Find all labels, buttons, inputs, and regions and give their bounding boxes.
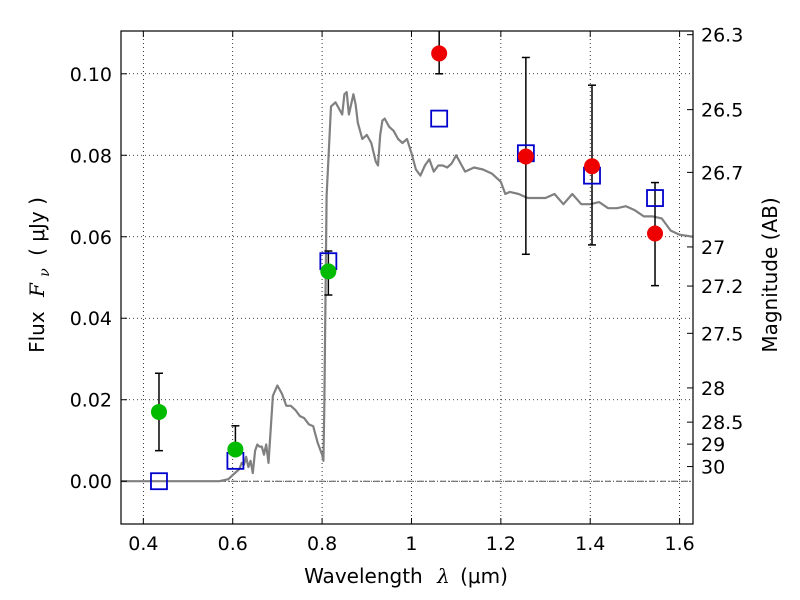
right-tick-label: 27 [701, 237, 725, 259]
model-photometry-square [430, 109, 449, 128]
x-axis-label: Wavelength λ (μm) [304, 564, 508, 588]
x-tick-label: 0.8 [307, 533, 337, 555]
right-tick-label: 28.5 [701, 412, 743, 434]
x-tick-label: 1.2 [486, 533, 516, 555]
y-tick-label: 0.08 [70, 145, 112, 167]
right-tick-label: 28 [701, 378, 725, 400]
right-axis-label: Magnitude (AB) [758, 197, 782, 352]
model-photometry-square [150, 472, 168, 491]
optical-detection-point [227, 441, 244, 458]
x-tick-label: 1.6 [664, 533, 694, 555]
right-tick-label: 27.5 [701, 323, 743, 345]
right-tick-label: 29 [701, 434, 725, 456]
x-tick-label: 0.6 [218, 533, 248, 555]
right-tick-label: 26.3 [701, 25, 743, 47]
optical-detection-point [150, 403, 167, 420]
y-tick-label: 0.02 [70, 390, 112, 412]
model-photometry-square [646, 189, 664, 207]
ir-detection-point [647, 225, 664, 242]
x-tick-label: 1.4 [575, 533, 605, 555]
x-tick-label: 1 [405, 533, 417, 555]
y-tick-label: 0.00 [70, 471, 112, 493]
y-tick-label: 0.10 [70, 64, 112, 86]
x-axis-label-prefix: Wavelength [304, 564, 423, 588]
right-tick-label: 26.5 [701, 100, 743, 122]
y-tick-label: 0.04 [70, 308, 112, 330]
right-tick-label: 30 [701, 457, 725, 479]
ir-detection-point [431, 45, 448, 62]
y-tick-label: 0.06 [70, 227, 112, 249]
y-axis-label: Flux F ν ( μJy ) [25, 197, 54, 353]
x-axis-label-math: λ [436, 564, 450, 588]
y-axis-label-sub: ν [37, 268, 53, 277]
x-axis-label-unit: (μm) [460, 564, 508, 588]
y-axis-label-math: F [25, 282, 49, 298]
right-tick-label: 26.7 [701, 162, 743, 184]
x-tick-label: 0.4 [128, 533, 158, 555]
right-tick-label: 27.2 [701, 276, 743, 298]
plot-frame [120, 30, 694, 525]
ir-detection-point [517, 148, 534, 165]
ir-detection-point [584, 158, 601, 175]
y-axis-label-prefix: Flux [25, 311, 49, 353]
optical-detection-point [320, 263, 337, 280]
model-spectrum-line [121, 91, 693, 483]
y-axis-label-unit: ( μJy ) [25, 197, 49, 256]
